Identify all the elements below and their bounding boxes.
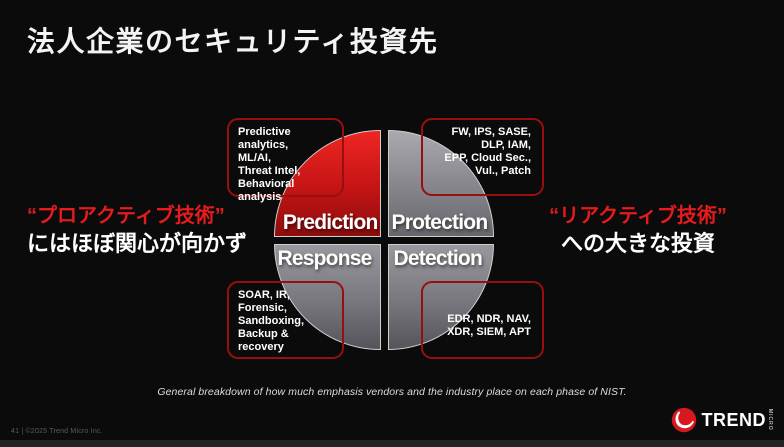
trend-micro-ball-icon (671, 407, 696, 433)
annotation-proactive-tail: にはほぼ関心が向かず (27, 231, 248, 256)
callout-line: FW, IPS, SASE, (451, 126, 531, 138)
callout-line: Predictive (238, 126, 291, 138)
callout-detection-technologies: EDR, NDR, NAV, XDR, SIEM, APT (421, 281, 544, 359)
annotation-reactive-highlight: “リアクティブ技術” (549, 205, 727, 227)
callout-line: Vul., Patch (475, 165, 531, 177)
callout-line: analytics, (238, 139, 289, 151)
player-progress-bar[interactable] (0, 440, 784, 447)
quadrant-label-response: Response (277, 246, 373, 270)
callout-line: XDR, SIEM, APT (447, 326, 531, 338)
quadrant-label-prediction: Prediction (282, 210, 378, 234)
annotation-proactive: “プロアクティブ技術” にはほぼ関心が向かず (27, 202, 247, 257)
callout-line: recovery (238, 341, 284, 353)
callout-line: analysis (238, 191, 282, 203)
annotation-reactive-tail: への大きな投資 (560, 231, 715, 256)
chart-caption: General breakdown of how much emphasis v… (157, 386, 627, 398)
trend-micro-logo: TREND MICRO (671, 407, 773, 433)
slide-footer: 41 | ©2025 Trend Micro Inc. (11, 428, 103, 435)
slide-title: 法人企業のセキュリティ投資先 (27, 26, 439, 57)
callout-line: SOAR, IR, (238, 289, 290, 301)
callout-prediction-technologies: Predictive analytics, ML/AI, Threat Inte… (227, 118, 344, 203)
callout-line: Backup & (238, 328, 289, 340)
callout-line: Sandboxing, (238, 315, 304, 327)
callout-response-technologies: SOAR, IR, Forensic, Sandboxing, Backup &… (227, 281, 344, 359)
quadrant-label-protection: Protection (391, 210, 489, 234)
quadrant-prediction: Prediction (274, 130, 381, 237)
nist-quadrant-chart: Prediction Protection Response Detection (274, 130, 494, 350)
callout-line: EDR, NDR, NAV, (447, 313, 531, 325)
callout-line: EPP, Cloud Sec., (444, 152, 531, 164)
callout-protection-technologies: FW, IPS, SASE, DLP, IAM, EPP, Cloud Sec.… (421, 118, 544, 196)
logo-brand-text: TREND (701, 409, 766, 430)
quadrant-protection: Protection (387, 130, 494, 237)
annotation-proactive-highlight: “プロアクティブ技術” (27, 205, 225, 227)
callout-line: Behavioral (238, 178, 295, 190)
annotation-reactive: “リアクティブ技術” への大きな投資 (525, 202, 751, 257)
callout-line: Threat Intel, (238, 165, 301, 177)
callout-line: DLP, IAM, (481, 139, 531, 151)
logo-sub-text: MICRO (767, 409, 773, 431)
callout-line: Forensic, (238, 302, 287, 314)
callout-line: ML/AI, (238, 152, 271, 164)
quadrant-label-detection: Detection (393, 246, 483, 270)
